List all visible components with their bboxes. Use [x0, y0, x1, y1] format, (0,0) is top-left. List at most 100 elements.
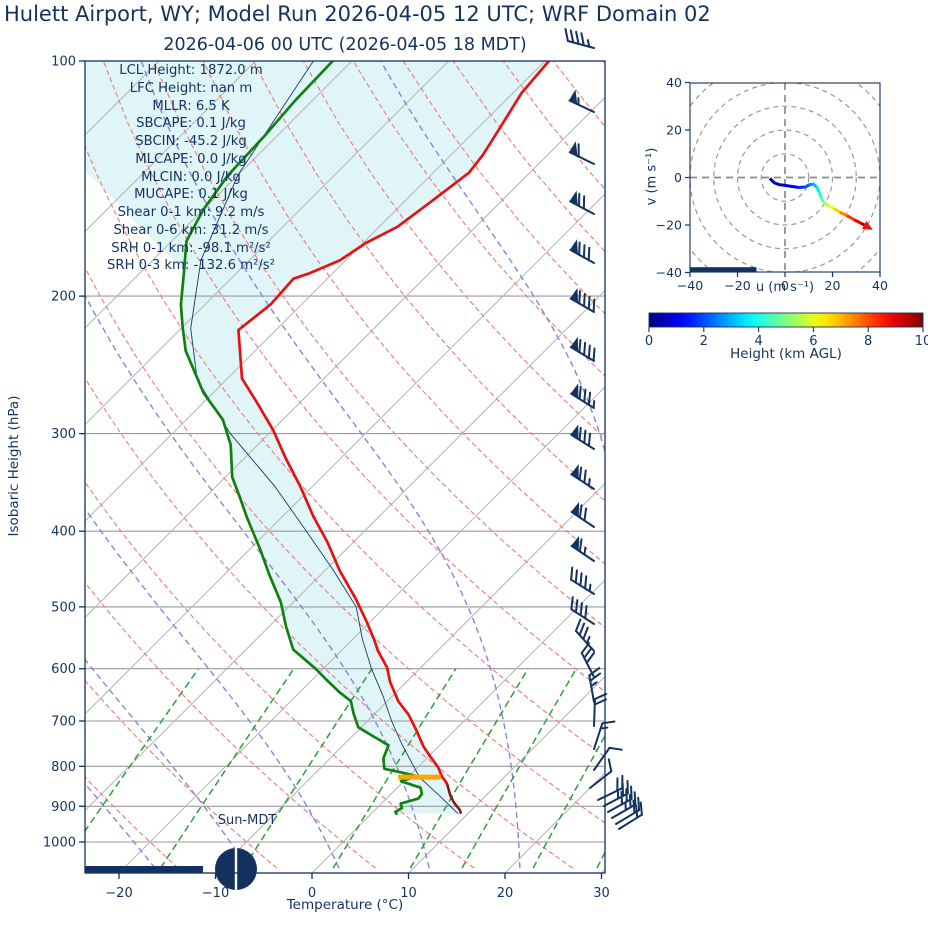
pressure-tick-label: 700	[51, 715, 76, 730]
parcel-profile-line	[190, 61, 459, 815]
isotherm-gridline	[85, 61, 449, 426]
wind-barb-icon	[593, 746, 623, 771]
dewpoint-depression-shading	[85, 61, 549, 814]
surface-layer-temperature-line	[446, 784, 463, 815]
hodograph-range-ring	[736, 129, 834, 226]
page-title: Hulett Airport, WY; Model Run 2026-04-05…	[4, 2, 711, 26]
isotherm-gridline	[85, 193, 605, 715]
temperature-profile-line	[237, 61, 551, 787]
dry-adiabat-line	[102, 61, 605, 693]
wind-barb-icon	[568, 141, 595, 165]
dry-adiabat-line	[302, 61, 605, 440]
stat-line: SBCIN: -45.2 J/kg	[135, 134, 247, 149]
stat-line: SBCAPE: 0.1 J/kg	[136, 116, 246, 132]
wind-barb-icon	[589, 758, 613, 789]
colorbar-tick-label: 0	[645, 334, 653, 349]
mixing-ratio-line	[644, 669, 746, 868]
moist-adiabat-line	[85, 782, 156, 869]
dry-adiabat-line	[85, 144, 605, 758]
hodograph-u-tick-label: −40	[677, 278, 703, 293]
hodograph-u-tick-label: −20	[724, 278, 750, 293]
wind-barb-icon	[570, 596, 595, 625]
stat-line: Shear 0-6 km: 31.2 m/s	[113, 222, 269, 238]
pressure-tick-label: 200	[51, 290, 76, 305]
hodograph-v-axis-label: v (m s⁻¹)	[644, 147, 660, 206]
isotherm-gridline	[85, 61, 256, 233]
skewt-plot-area	[85, 61, 928, 873]
isotherm-gridline	[85, 61, 546, 522]
pressure-tick-label: 500	[51, 600, 76, 615]
pressure-tick-label: 100	[51, 55, 76, 70]
mixing-ratio-line	[461, 668, 577, 869]
isotherm-gridline	[215, 482, 605, 873]
isotherm-gridline	[408, 675, 605, 873]
wind-barb-icon	[593, 692, 608, 727]
wind-barb-icon	[570, 383, 596, 409]
dry-adiabat-line	[152, 61, 605, 629]
pressure-tick-label: 1000	[43, 836, 76, 851]
dry-adiabat-line	[252, 61, 605, 502]
mixing-ratio-line	[409, 668, 529, 869]
colorbar-tick-label: 8	[864, 334, 872, 349]
skewt-axes-frame	[84, 60, 606, 874]
wind-barb-icon	[588, 667, 602, 703]
dry-adiabat-line	[85, 481, 475, 869]
hodograph-u-tick-label: 0	[781, 278, 789, 293]
moist-adiabat-line	[85, 507, 340, 869]
stat-line: SRH 0-3 km: -132.6 m²/s²	[107, 258, 275, 274]
mixing-ratio-line	[596, 850, 605, 869]
dry-adiabat-line	[452, 61, 605, 253]
hodograph-night-bar	[690, 267, 757, 272]
dry-adiabat-line	[803, 61, 928, 868]
isotherm-gridline	[311, 579, 605, 873]
dry-adiabat-line	[703, 61, 928, 868]
pressure-tick-label: 300	[51, 427, 76, 442]
wind-barb-icon	[569, 239, 595, 264]
colorbar-tick-label: 4	[754, 334, 762, 349]
wind-barb-icon	[569, 336, 596, 362]
hodograph-u-axis-label: u (m s⁻¹)	[755, 280, 815, 295]
isotherm-gridline	[118, 386, 605, 873]
wind-barb-icon	[603, 780, 629, 807]
stat-line: LCL Height: 1872.0 m	[119, 63, 263, 78]
moist-adiabat-line	[706, 61, 810, 868]
hodograph-end-marker	[861, 221, 873, 230]
hodograph-u-tick-label: 40	[872, 278, 888, 293]
colorbar-tick-label: 2	[700, 334, 708, 349]
colorbar-label: Height (km AGL)	[730, 346, 842, 362]
wind-barb-icon	[570, 535, 595, 562]
hodograph-u-tick-label: 20	[825, 278, 841, 293]
night-period-bar	[85, 866, 203, 874]
hodograph-v-tick-label: −20	[656, 218, 682, 233]
isotherm-gridline	[85, 289, 605, 812]
temperature-axis-label: Temperature (°C)	[286, 897, 404, 913]
temperature-tick-label: 0	[308, 886, 316, 901]
wind-barb-icon	[611, 791, 637, 819]
wind-barb-icon	[570, 501, 595, 528]
mixing-ratio-line	[242, 668, 373, 869]
wind-barb-icon	[570, 424, 595, 450]
temperature-tick-label: 30	[593, 886, 610, 901]
pressure-tick-label: 800	[51, 760, 76, 775]
dry-adiabat-line	[85, 376, 574, 869]
wind-barb-icon	[618, 801, 643, 830]
colorbar-tick-label: 6	[809, 334, 817, 349]
temperature-tick-label: 10	[400, 886, 417, 901]
stat-line: Shear 0-1 km: 9.2 m/s	[117, 205, 265, 220]
stat-line: MLCIN: 0.0 J/kg	[141, 169, 241, 185]
hodograph-range-ring	[713, 105, 857, 250]
moist-adiabat-line	[140, 61, 521, 869]
height-colorbar	[648, 312, 924, 328]
hodograph-v-tick-label: 0	[674, 170, 682, 185]
wind-barb-icon	[569, 287, 596, 313]
wind-barb-icon	[607, 785, 633, 813]
mixing-ratio-line	[332, 668, 457, 869]
wind-barb-icon	[615, 796, 641, 825]
mixing-ratio-line	[159, 668, 295, 869]
dewpoint-profile-line	[179, 61, 424, 816]
wind-barb-icon	[568, 89, 595, 113]
hodograph-range-ring	[760, 153, 810, 202]
wind-barb-icon	[564, 27, 595, 49]
wind-barb-icon	[570, 464, 595, 490]
